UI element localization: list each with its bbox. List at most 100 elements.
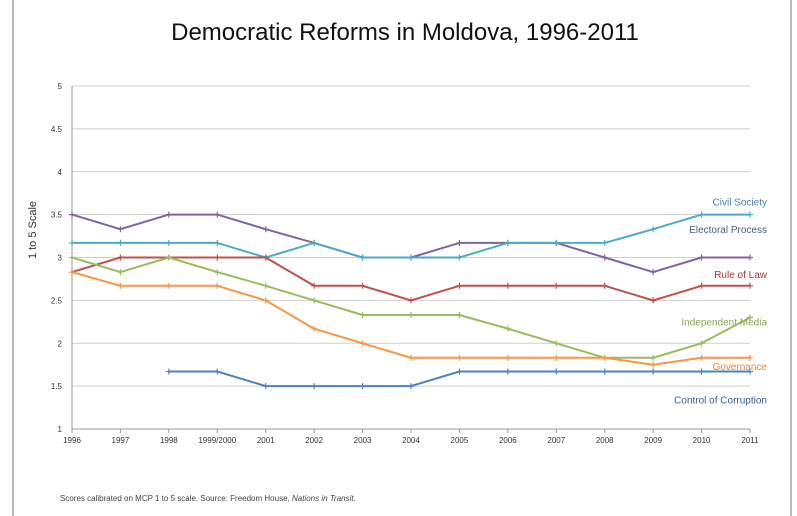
data-point	[553, 340, 560, 347]
footnote-source-title: Nations in Transit.	[292, 494, 356, 503]
y-tick-label: 3.5	[51, 211, 63, 220]
data-point	[165, 282, 172, 289]
data-point	[553, 368, 560, 375]
data-point	[214, 211, 221, 218]
y-tick-label: 4.5	[51, 125, 63, 134]
data-point	[359, 282, 366, 289]
data-point	[262, 226, 269, 233]
data-point	[601, 354, 608, 361]
data-point	[650, 269, 657, 276]
data-point	[262, 297, 269, 304]
data-point	[456, 354, 463, 361]
data-point	[359, 383, 366, 390]
series-line-electoral-process	[72, 213, 750, 259]
data-point	[698, 282, 705, 289]
data-point	[69, 269, 75, 276]
data-point	[408, 254, 414, 261]
series-label-control-of-corruption: Control of Corruption	[674, 396, 767, 407]
data-point	[601, 239, 608, 246]
data-point	[698, 254, 705, 261]
x-tick-label: 1997	[112, 436, 130, 445]
y-tick-label: 3	[58, 254, 63, 263]
x-tick-label: 2001	[257, 436, 275, 445]
data-point	[262, 383, 269, 390]
y-tick-label: 2	[58, 339, 63, 348]
x-tick-label: 2008	[596, 436, 614, 445]
x-tick-label: 1996	[63, 436, 81, 445]
data-point	[553, 239, 560, 246]
data-point	[456, 311, 463, 318]
data-point	[165, 239, 172, 246]
data-point	[456, 239, 463, 246]
data-point	[69, 211, 75, 218]
series-label-independent-media: Independent Media	[681, 318, 767, 329]
x-tick-label: 2005	[451, 436, 469, 445]
data-point	[311, 282, 318, 289]
source-footnote: Scores calibrated on MCP 1 to 5 scale. S…	[60, 494, 356, 503]
data-point	[359, 254, 366, 261]
series-electoral-process	[69, 211, 753, 261]
data-point	[747, 368, 753, 375]
data-point	[456, 254, 463, 261]
data-point	[214, 239, 221, 246]
x-tick-label: 1999/2000	[198, 436, 236, 445]
data-point	[553, 282, 560, 289]
x-tick-labels: 1996 1997 1998 1999/2000 2001 2002 2003 2004 200…	[63, 436, 759, 445]
x-tick-label: 2010	[693, 436, 711, 445]
data-point	[311, 297, 318, 304]
data-point	[747, 354, 753, 361]
x-tick-label: 2011	[741, 436, 759, 445]
data-point	[214, 269, 221, 276]
data-point	[650, 354, 657, 361]
data-point	[650, 297, 657, 304]
data-point	[747, 211, 753, 218]
data-point	[311, 239, 318, 246]
data-point	[553, 354, 560, 361]
data-point	[747, 254, 753, 261]
data-point	[601, 282, 608, 289]
data-point	[504, 325, 511, 332]
data-point	[117, 239, 124, 246]
data-point	[504, 354, 511, 361]
y-tick-label: 1.5	[51, 382, 63, 391]
x-tick-label: 1998	[160, 436, 178, 445]
data-point	[262, 254, 269, 261]
y-tick-label: 1	[58, 425, 63, 434]
y-tick-label: 5	[58, 82, 63, 91]
data-point	[311, 325, 318, 332]
data-point	[698, 340, 705, 347]
x-tick-label: 2003	[354, 436, 372, 445]
data-point	[117, 269, 124, 276]
series-label-electoral-process: Electoral Process	[689, 225, 767, 236]
series-labels: Civil Society Electoral Process Rule of La…	[674, 198, 768, 407]
data-point	[504, 239, 511, 246]
data-point	[747, 314, 753, 321]
data-point	[165, 211, 172, 218]
data-point	[262, 282, 269, 289]
data-point	[698, 211, 705, 218]
data-point	[650, 226, 657, 233]
chart-title: Democratic Reforms in Moldova, 1996-2011	[171, 19, 639, 46]
data-point	[214, 254, 221, 261]
data-point	[650, 361, 657, 368]
data-point	[747, 282, 753, 289]
data-point	[359, 340, 366, 347]
data-point	[117, 254, 124, 261]
data-point	[69, 239, 75, 246]
data-point	[408, 354, 414, 361]
x-tick-label: 2004	[402, 436, 420, 445]
series-line-governance	[71, 271, 750, 366]
data-point	[650, 368, 657, 375]
data-point	[408, 297, 414, 304]
data-point	[311, 383, 318, 390]
data-point	[359, 311, 366, 318]
data-point	[214, 368, 221, 375]
x-tick-label: 2006	[499, 436, 517, 445]
data-point	[698, 354, 705, 361]
series-label-civil-society: Civil Society	[713, 198, 767, 209]
data-point	[117, 226, 124, 233]
data-point	[165, 254, 172, 261]
data-point	[504, 282, 511, 289]
y-tick-label: 2.5	[51, 296, 63, 305]
